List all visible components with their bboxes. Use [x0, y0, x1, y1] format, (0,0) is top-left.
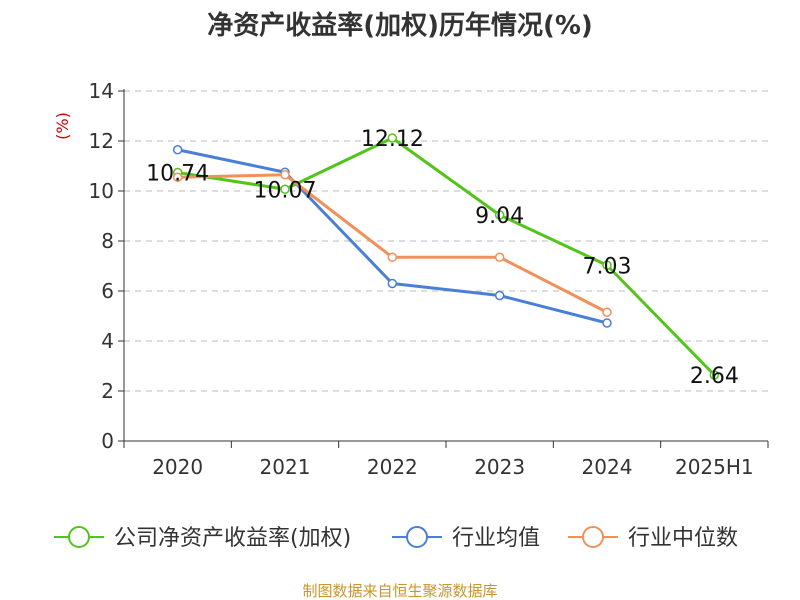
x-axis: 2020 2021 2022 2023 2024 2025H1	[123, 440, 769, 479]
data-point	[280, 170, 290, 180]
series-lines	[177, 136, 716, 377]
data-point	[709, 370, 720, 380]
data-labels: 10.74 10.07 12.12 9.04 7.03 2.64	[146, 127, 739, 389]
y-tick-label: 2	[101, 379, 114, 403]
source-note: 制图数据来自恒生聚源数据库	[302, 582, 497, 600]
data-label: 9.04	[475, 204, 524, 229]
data-point	[172, 172, 183, 182]
series-line	[177, 173, 608, 314]
data-label: 10.07	[254, 178, 317, 203]
y-tick-label: 10	[89, 179, 114, 203]
y-tick-label: 6	[101, 279, 114, 303]
x-tick-label: 2022	[367, 455, 418, 479]
series-points	[172, 133, 720, 380]
legend-label: 行业均值	[452, 526, 540, 551]
data-point	[602, 307, 612, 317]
data-point	[602, 260, 612, 270]
y-tick-label: 8	[101, 229, 114, 253]
grid-lines	[124, 90, 768, 392]
data-point	[387, 252, 398, 262]
legend-item[interactable]: 行业均值	[392, 526, 540, 551]
y-tick-label: 4	[101, 329, 114, 353]
data-label: 12.12	[361, 127, 424, 152]
x-tick-label: 2021	[260, 455, 311, 479]
legend[interactable]: 公司净资产收益率(加权) 行业均值 行业中位数	[54, 526, 738, 551]
legend-item[interactable]: 行业中位数	[568, 526, 738, 551]
data-point	[387, 278, 398, 289]
y-tick-label: 12	[89, 129, 114, 153]
legend-item[interactable]: 公司净资产收益率(加权)	[54, 526, 351, 551]
data-point	[494, 210, 505, 220]
legend-marker	[68, 526, 90, 548]
x-tick-label: 2020	[152, 455, 203, 479]
data-point	[172, 145, 183, 155]
legend-marker	[582, 526, 604, 548]
y-axis-label: (%)	[53, 112, 72, 140]
data-point	[494, 252, 505, 262]
legend-marker	[406, 526, 428, 548]
data-label: 2.64	[690, 364, 739, 389]
data-point	[280, 184, 290, 194]
data-point	[602, 318, 612, 328]
data-point	[387, 133, 398, 143]
y-tick-label: 14	[89, 79, 114, 103]
data-label: 7.03	[583, 254, 632, 279]
data-label: 10.74	[146, 162, 209, 187]
y-axis: 0 2 4 6 8 10 12 14	[89, 79, 125, 453]
series-line	[177, 136, 716, 377]
x-tick-label: 2024	[582, 455, 633, 479]
y-tick-label: 0	[101, 429, 114, 453]
legend-label: 行业中位数	[628, 526, 738, 551]
data-point	[494, 290, 505, 301]
chart-title: 净资产收益率(加权)历年情况(%)	[207, 10, 593, 41]
x-tick-label: 2025H1	[675, 455, 754, 479]
x-tick-label: 2023	[474, 455, 525, 479]
legend-label: 公司净资产收益率(加权)	[114, 526, 351, 551]
